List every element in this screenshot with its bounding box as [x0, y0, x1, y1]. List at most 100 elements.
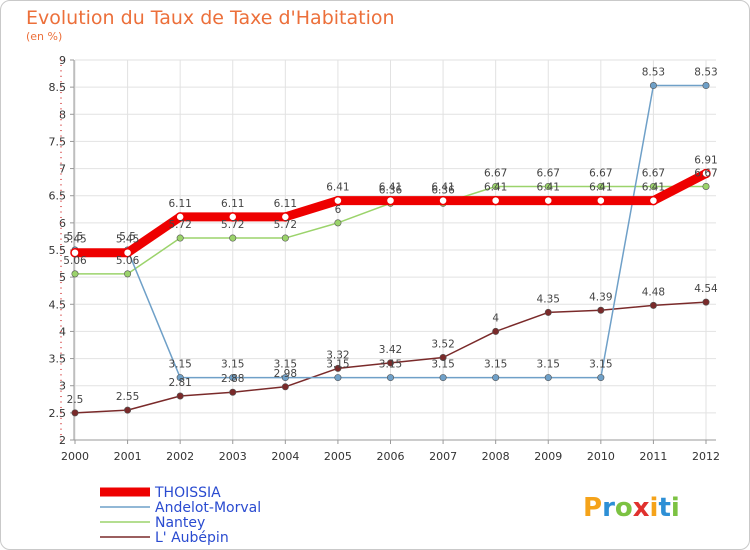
data-label: 6.67: [589, 167, 612, 179]
data-label: 3.15: [221, 359, 244, 371]
data-point: [385, 195, 396, 206]
data-point: [702, 298, 710, 306]
data-point: [597, 306, 605, 314]
data-label: 6.41: [642, 182, 665, 194]
logo-letter: i: [671, 493, 680, 523]
data-label: 3.15: [274, 359, 297, 371]
data-point: [596, 195, 606, 206]
data-label: 3.15: [168, 359, 191, 371]
x-tick-label: 2003: [219, 450, 247, 463]
data-point: [70, 247, 80, 258]
proxiti-logo: Proxiti: [583, 493, 680, 523]
data-point: [334, 364, 342, 372]
data-label: 6.36: [431, 184, 455, 196]
x-tick-label: 2002: [166, 450, 194, 463]
data-point: [176, 234, 184, 242]
data-label: 2.88: [221, 373, 244, 385]
data-point: [229, 234, 237, 242]
data-label: 6.67: [537, 167, 560, 179]
y-tick-label: 3.5: [49, 353, 67, 366]
data-label: 5.06: [116, 255, 140, 267]
x-tick-label: 2011: [639, 450, 667, 463]
logo-letter: r: [602, 493, 615, 523]
data-point: [701, 168, 711, 179]
data-label: 6.41: [379, 182, 402, 194]
data-point: [492, 374, 500, 382]
data-label: 6.11: [274, 198, 297, 210]
data-label: 6.11: [168, 198, 191, 210]
data-point: [176, 392, 184, 400]
data-point: [649, 82, 657, 90]
chart-title: Evolution du Taux de Taxe d'Habitation: [26, 7, 395, 29]
data-label: 6.67: [694, 167, 717, 179]
x-tick-label: 2008: [482, 450, 510, 463]
y-tick-label: 7: [59, 163, 66, 176]
data-point: [386, 359, 394, 367]
y-tick-label: 3: [59, 380, 66, 393]
data-label: 3.15: [589, 359, 612, 371]
data-point: [334, 219, 342, 227]
data-point: [649, 301, 657, 309]
data-label: 6.41: [537, 182, 560, 194]
data-point: [439, 374, 447, 382]
data-point: [492, 327, 500, 335]
data-point: [228, 212, 238, 222]
data-point: [438, 195, 448, 206]
data-label: 4: [492, 312, 499, 324]
data-label: 6: [335, 204, 342, 216]
data-point: [175, 212, 185, 222]
y-tick-label: 4: [59, 325, 66, 338]
y-tick-label: 4.5: [49, 298, 67, 311]
data-label: 4.35: [537, 293, 560, 305]
data-label: 5.45: [116, 234, 139, 246]
data-label: 6.41: [431, 182, 454, 194]
y-tick-label: 8.5: [49, 81, 67, 94]
data-label: 6.36: [379, 184, 403, 196]
data-point: [280, 212, 291, 222]
data-point: [597, 374, 605, 382]
data-point: [544, 182, 552, 190]
data-label: 2.55: [116, 391, 139, 403]
data-label: 6.11: [221, 198, 244, 210]
data-label: 6.67: [484, 167, 507, 179]
data-point: [702, 182, 710, 190]
logo-letter: t: [658, 493, 670, 523]
data-point: [386, 374, 394, 382]
logo-text: Proxiti: [583, 493, 680, 523]
data-label: 2.81: [168, 377, 191, 389]
data-label: 3.15: [326, 359, 349, 371]
y-tick-label: 5: [59, 271, 66, 284]
data-label: 3.15: [431, 359, 454, 371]
legend-label: L' Aubépin: [155, 530, 229, 546]
x-tick-label: 2005: [324, 450, 352, 463]
legend-label: THOISSIA: [154, 485, 221, 501]
data-point: [281, 234, 289, 242]
y-tick-label: 9: [59, 54, 66, 67]
logo-letter: i: [650, 493, 659, 523]
logo-letter: x: [633, 493, 650, 523]
x-tick-label: 2007: [429, 450, 457, 463]
data-label: 5.45: [63, 234, 86, 246]
series-layer: [70, 82, 711, 417]
data-point: [439, 353, 447, 361]
data-label: 6.91: [694, 154, 717, 166]
y-tick-label: 6: [59, 217, 66, 230]
data-point: [229, 388, 237, 396]
data-point: [544, 308, 552, 316]
data-point: [281, 383, 289, 391]
data-label: 2.5: [67, 394, 84, 406]
legend-label: Nantey: [155, 515, 205, 531]
data-label: 4.48: [642, 286, 665, 298]
data-point: [71, 270, 79, 278]
y-tick-label: 5.5: [49, 244, 67, 257]
data-label: 6.41: [589, 182, 612, 194]
grid: [74, 59, 716, 440]
data-label: 5.06: [63, 255, 87, 267]
x-tick-label: 2004: [271, 450, 299, 463]
data-point: [122, 247, 133, 258]
data-label: 3.15: [484, 359, 507, 371]
y-tick-label: 6.5: [49, 190, 67, 203]
data-label: 5.5: [67, 231, 84, 243]
data-label: 5.72: [221, 219, 244, 231]
